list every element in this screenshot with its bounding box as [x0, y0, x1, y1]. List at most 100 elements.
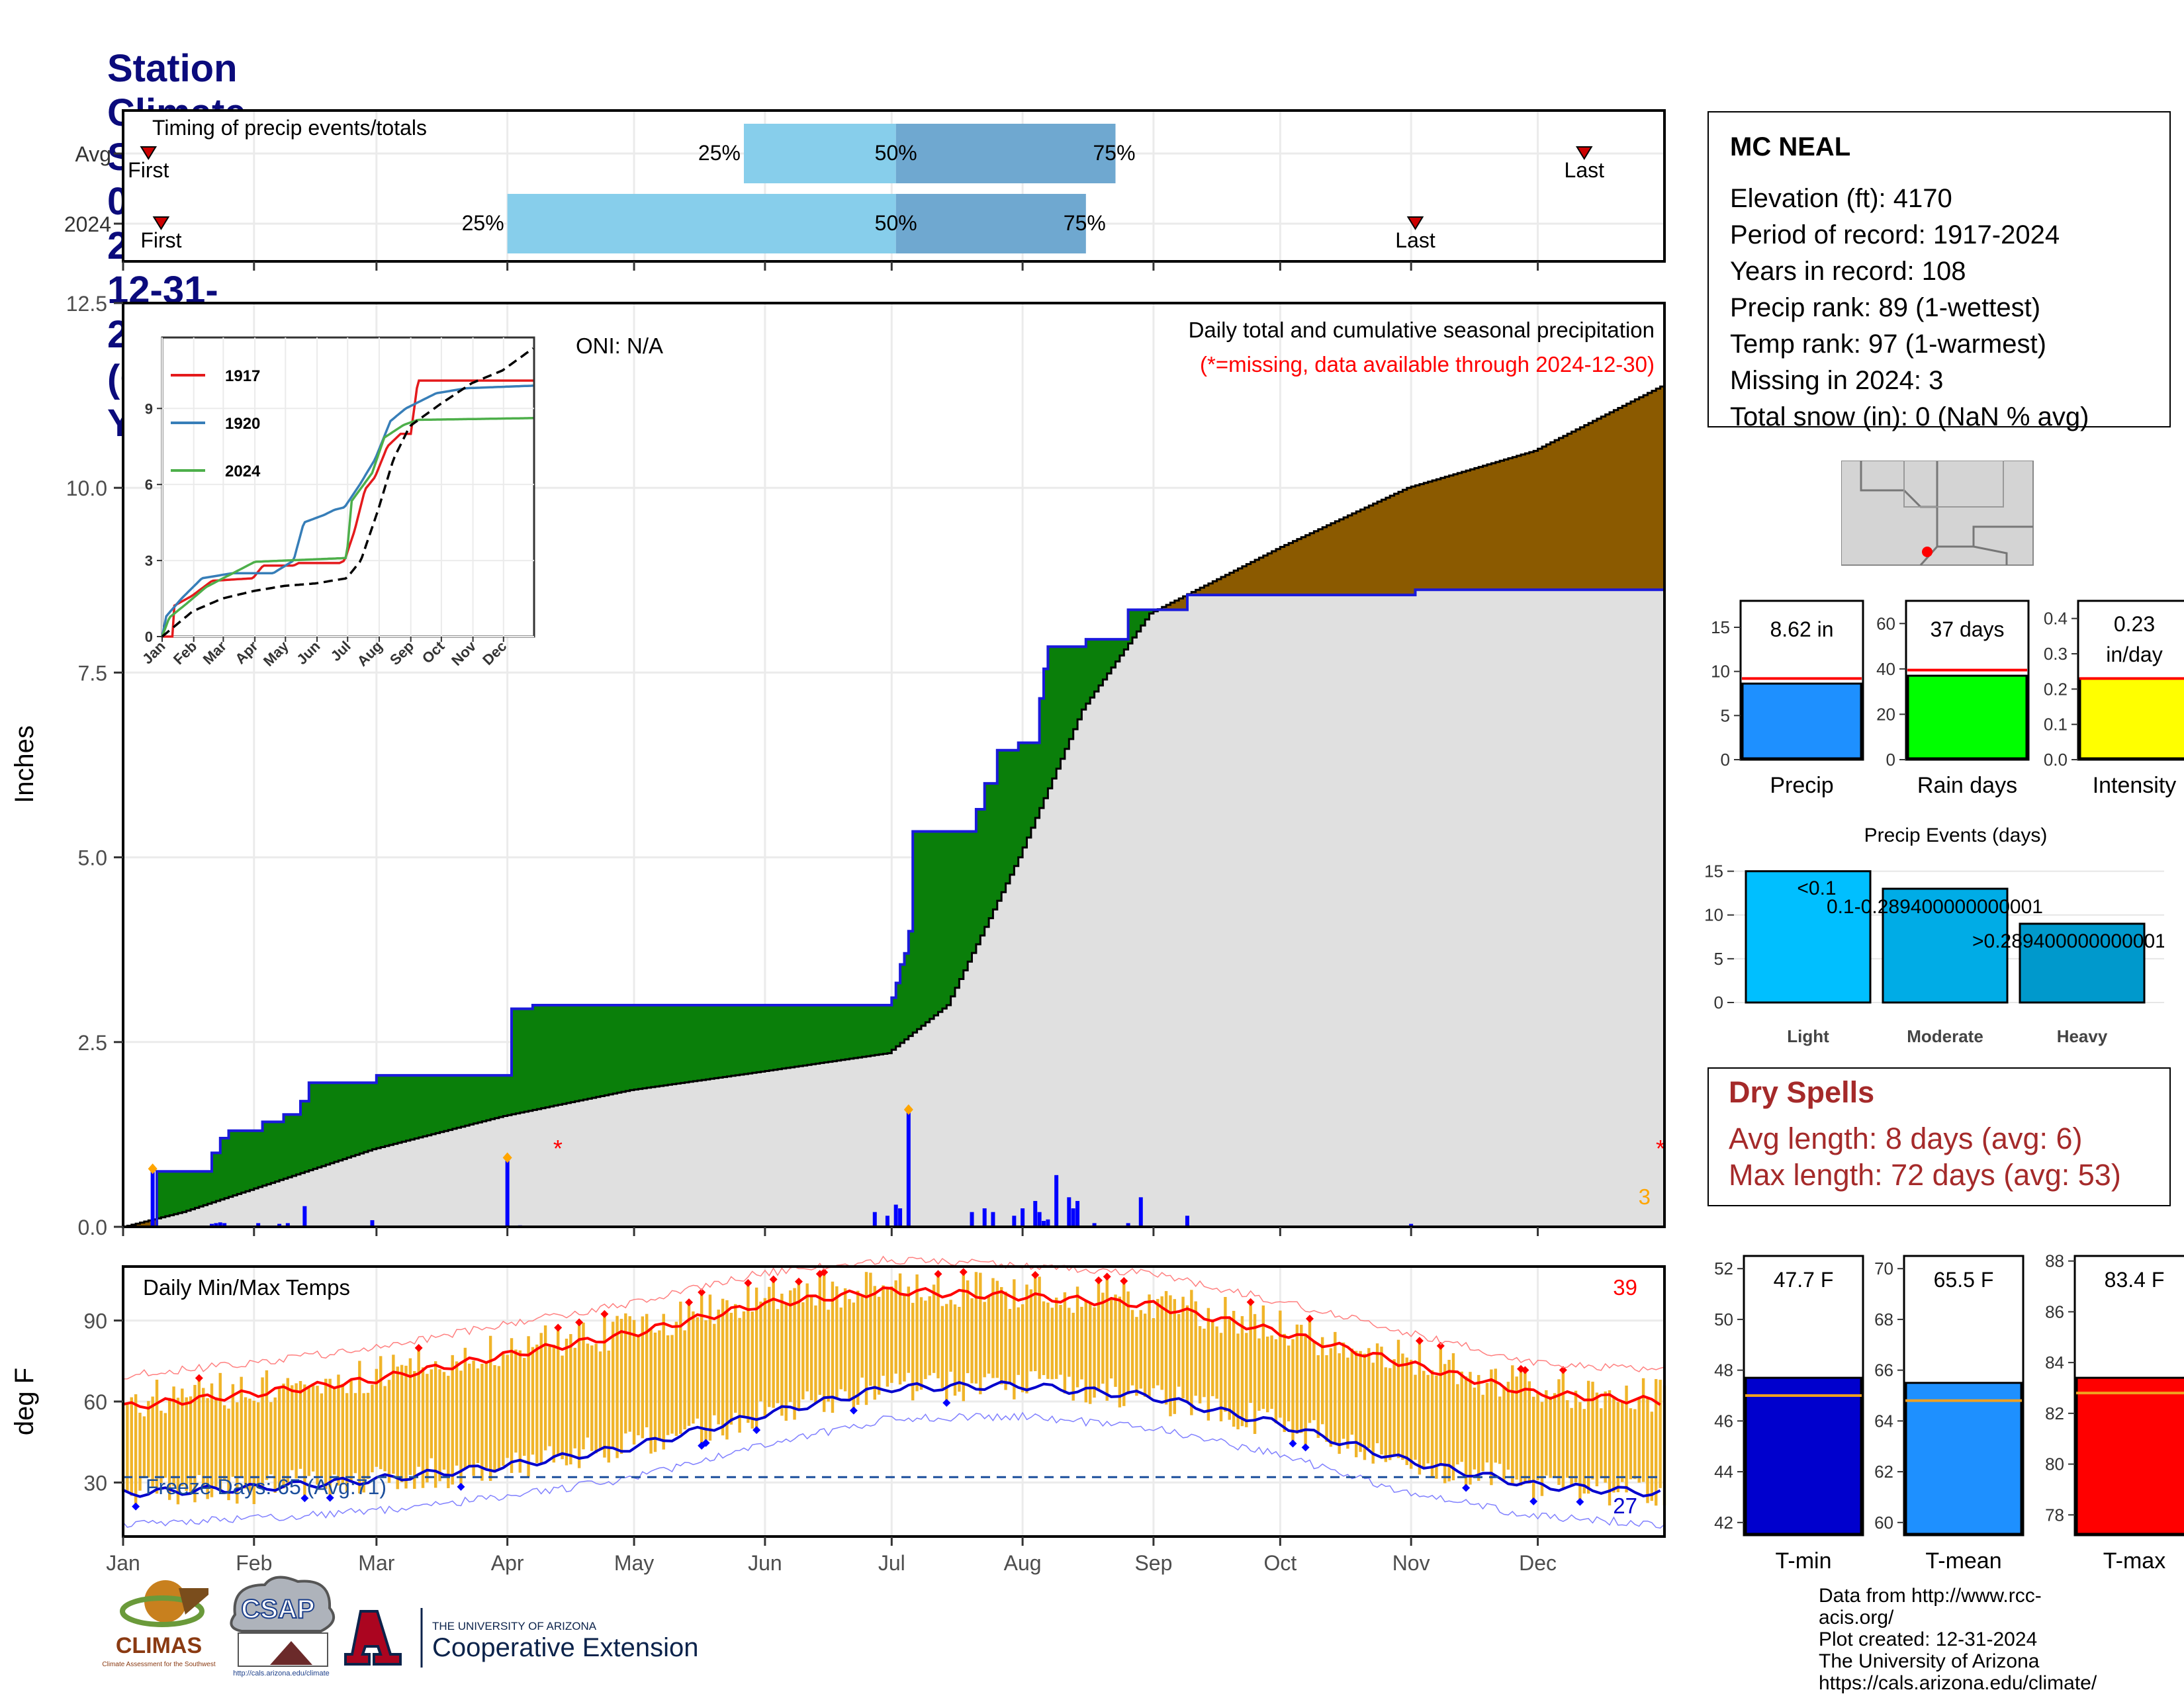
missing-count: 3: [1639, 1184, 1651, 1209]
main-chart-canvas: 25% 50% 75% First Last Avg 25% 50% 75% First Last 2…: [10, 109, 1666, 1575]
temp-daily-bar: [1316, 1355, 1320, 1439]
ua-small-text: THE UNIVERSITY OF ARIZONA: [432, 1620, 597, 1632]
temp-daily-bar: [269, 1402, 273, 1475]
event-bar: [1745, 870, 1872, 1004]
temp-daily-bar: [130, 1397, 133, 1496]
tmean-tick-label: 62: [1874, 1462, 1893, 1482]
temp-daily-bar: [502, 1351, 505, 1466]
timing-row-label: 2024: [64, 212, 111, 236]
temp-stat-label: 65.5 F: [1934, 1268, 1994, 1292]
timing-last-label: Last: [1395, 228, 1435, 252]
temp-daily-bar: [134, 1394, 138, 1507]
temp-daily-bar: [1443, 1364, 1447, 1484]
temp-daily-bar: [1334, 1331, 1337, 1443]
temp-daily-bar: [624, 1313, 627, 1434]
temp-daily-bar: [1355, 1351, 1358, 1458]
temp-daily-bar: [1574, 1390, 1578, 1482]
inset-y-tick-label: 3: [145, 553, 153, 569]
temp-daily-bar: [252, 1400, 256, 1504]
temp-daily-bar: [1405, 1357, 1408, 1466]
intensity-tick-label: 0.2: [2044, 679, 2068, 699]
temp-daily-bar: [214, 1397, 218, 1487]
temp-daily-bar: [1616, 1402, 1620, 1493]
temp-record-low-marker: [132, 1502, 140, 1511]
temp-daily-bar: [1114, 1294, 1117, 1387]
temp-daily-bar: [1477, 1374, 1480, 1481]
precip-panel-frame: [122, 302, 1666, 1228]
tmean-tick-label: 66: [1874, 1360, 1893, 1380]
temp-daily-bar: [1608, 1390, 1612, 1506]
tmax-bar: [2075, 1376, 2184, 1535]
temp-daily-bar: [717, 1310, 720, 1425]
event-category: Moderate: [1907, 1026, 1983, 1046]
temp-daily-bar: [586, 1343, 590, 1438]
temp-daily-bar: [159, 1410, 163, 1483]
temp-daily-bar: [1169, 1295, 1172, 1417]
temp-daily-bar: [780, 1293, 784, 1416]
events-title: Precip Events (days): [1864, 825, 2048, 846]
precip-avg-line: [123, 384, 1666, 1228]
temp-daily-bar: [818, 1276, 822, 1395]
timing-bar-25-50: [507, 194, 896, 253]
temp-record-high-marker: [698, 1288, 706, 1296]
month-label: Jan: [106, 1551, 140, 1575]
temp-daily-bar: [1126, 1291, 1130, 1395]
temp-daily-bar: [1198, 1326, 1202, 1404]
station-precip-rank: Precip rank: 89 (1-wettest): [1730, 293, 2041, 322]
intensity-tick-label: 0.4: [2044, 609, 2068, 629]
temp-daily-bar: [754, 1287, 758, 1431]
temp-daily-bar: [231, 1384, 235, 1477]
temp-daily-bar: [282, 1383, 285, 1489]
temp-daily-bar: [831, 1281, 835, 1413]
temp-daily-bar: [1418, 1343, 1422, 1475]
temp-record-high-marker: [744, 1278, 752, 1287]
station-location-marker: [1922, 547, 1933, 557]
precip-total-tick-label: 15: [1711, 617, 1730, 637]
temp-daily-bar: [1460, 1371, 1463, 1462]
temp-daily-bar: [928, 1296, 931, 1376]
daily-precip-bar: [150, 1171, 155, 1227]
temp-daily-bar: [987, 1295, 991, 1374]
temp-daily-bar: [1240, 1315, 1244, 1427]
temp-daily-bar: [1266, 1336, 1269, 1413]
temp-daily-bar: [366, 1392, 370, 1479]
temp-daily-bar: [543, 1325, 547, 1450]
temp-daily-bar: [979, 1272, 982, 1395]
temp-daily-bar: [522, 1358, 526, 1456]
event-category: Light: [1787, 1026, 1829, 1046]
temp-record-low-marker: [942, 1398, 951, 1407]
temp-daily-bar: [1659, 1380, 1662, 1488]
temp-daily-bar: [345, 1393, 349, 1493]
temp-daily-bar: [1430, 1370, 1434, 1477]
temp-daily-bar: [873, 1286, 876, 1400]
temp-daily-bar: [1384, 1367, 1388, 1462]
temp-daily-bar: [1469, 1372, 1472, 1485]
temp-daily-bar: [662, 1314, 665, 1450]
month-label: Mar: [358, 1551, 394, 1575]
precip-2024-line: [123, 588, 1664, 1228]
daily-precip-bar: [991, 1212, 995, 1227]
temp-daily-bar: [1494, 1368, 1497, 1463]
temp-daily-bar: [843, 1288, 847, 1392]
timing-panel-frame: [122, 109, 1666, 263]
temp-daily-bar: [1185, 1305, 1189, 1403]
temp-y-tick-label: 30: [83, 1471, 107, 1495]
temp-daily-bar: [856, 1290, 860, 1405]
temp-daily-bar: [1143, 1314, 1147, 1397]
temp-daily-bar: [176, 1398, 180, 1505]
temp-daily-bar: [396, 1366, 399, 1490]
temp-record-high-marker: [600, 1310, 609, 1318]
temp-daily-bar: [1655, 1379, 1658, 1506]
temp-daily-bar: [1490, 1369, 1493, 1486]
temp-daily-bar: [763, 1298, 767, 1417]
temp-daily-bar: [206, 1398, 209, 1499]
temp-daily-bar: [919, 1297, 923, 1390]
precip-total-tick-label: 10: [1711, 662, 1730, 682]
daily-precip-bar: [218, 1222, 222, 1227]
intensity-unit: in/day: [2106, 643, 2162, 666]
temp-daily-bar: [277, 1387, 281, 1490]
temp-daily-bar: [848, 1299, 851, 1401]
temp-record-high-marker: [195, 1374, 203, 1382]
event-bar: [2019, 922, 2146, 1004]
temp-daily-bar: [809, 1296, 813, 1401]
